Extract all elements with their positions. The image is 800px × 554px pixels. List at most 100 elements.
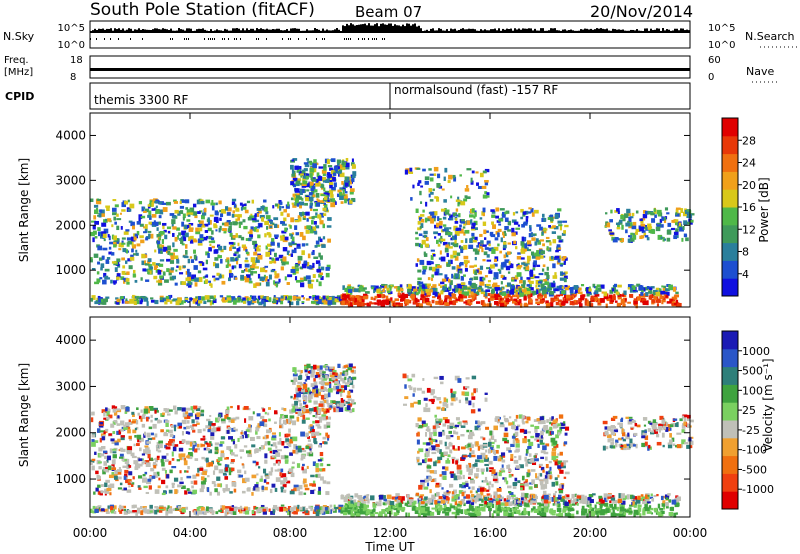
echo-cell <box>110 506 114 511</box>
echo-cell <box>243 445 248 448</box>
echo-cell <box>689 213 695 216</box>
nsky-bar <box>596 28 598 33</box>
nsky-bar <box>304 30 306 33</box>
nsky-bar <box>432 28 434 33</box>
echo-cell <box>491 211 496 214</box>
nsky-bar <box>104 29 106 33</box>
echo-cell <box>216 427 221 432</box>
echo-cell <box>523 292 527 298</box>
echo-cell <box>498 300 502 305</box>
echo-cell <box>154 433 158 438</box>
echo-cell <box>111 224 114 228</box>
nsky-bar <box>406 23 408 33</box>
echo-cell <box>428 168 432 171</box>
echo-cell <box>274 270 277 276</box>
nsky-bar <box>290 28 292 33</box>
echo-cell <box>238 223 241 229</box>
echo-cell <box>259 295 264 299</box>
nsky-bar <box>138 28 140 33</box>
echo-cell <box>241 244 246 249</box>
echo-cell <box>131 455 137 459</box>
echo-cell <box>321 184 325 189</box>
nsky-bar <box>124 30 126 33</box>
nsky-bar <box>682 28 684 33</box>
echo-cell <box>288 428 291 433</box>
echo-cell <box>134 435 137 438</box>
echo-cell <box>325 408 330 413</box>
echo-cell <box>90 231 95 237</box>
echo-cell <box>619 296 622 300</box>
nsky-bar <box>388 23 390 33</box>
echo-cell <box>90 257 93 260</box>
echo-cell <box>482 221 487 226</box>
echo-cell <box>519 279 523 284</box>
echo-cell <box>682 225 685 230</box>
echo-cell <box>639 218 643 222</box>
echo-cell <box>183 426 187 430</box>
echo-cell <box>440 238 446 242</box>
echo-cell <box>399 284 403 288</box>
echo-cell <box>171 299 175 302</box>
echo-cell <box>298 399 302 403</box>
nsearch-dot <box>104 38 105 40</box>
echo-cell <box>265 215 271 220</box>
echo-cell <box>210 436 215 440</box>
echo-cell <box>137 485 141 488</box>
echo-cell <box>385 301 389 306</box>
echo-cell <box>315 511 320 517</box>
echo-cell <box>517 252 521 255</box>
echo-cell <box>328 378 334 382</box>
echo-cell <box>293 367 297 373</box>
nsearch-dot <box>234 38 235 40</box>
echo-cell <box>347 303 351 308</box>
echo-cell <box>194 277 199 282</box>
echo-cell <box>649 294 652 299</box>
echo-cell <box>208 235 213 240</box>
echo-cell <box>264 220 270 226</box>
nsky-bar <box>224 28 226 33</box>
echo-cell <box>351 175 356 179</box>
echo-cell <box>198 505 202 509</box>
echo-cell <box>339 164 343 169</box>
echo-cell <box>226 257 230 262</box>
echo-cell <box>442 229 447 232</box>
nsky-bar <box>446 29 448 33</box>
echo-cell <box>528 298 533 302</box>
echo-cell <box>210 432 215 437</box>
echo-cell <box>422 296 426 301</box>
echo-cell <box>564 224 569 228</box>
echo-cell <box>111 467 117 471</box>
echo-cell <box>291 489 294 493</box>
echo-cell <box>524 263 528 267</box>
echo-cell <box>172 226 177 230</box>
echo-cell <box>152 423 157 429</box>
echo-cell <box>329 189 334 195</box>
echo-cell <box>232 246 236 249</box>
echo-cell <box>289 299 292 302</box>
echo-cell <box>204 275 209 278</box>
echo-cell <box>267 447 272 451</box>
echo-cell <box>650 496 654 500</box>
echo-cell <box>114 406 118 409</box>
echo-cell <box>172 405 177 410</box>
echo-cell <box>169 509 173 513</box>
echo-cell <box>624 299 627 303</box>
echo-cell <box>160 250 163 254</box>
echo-cell <box>360 289 366 292</box>
echo-cell <box>287 201 290 207</box>
echo-cell <box>418 286 424 290</box>
echo-cell <box>226 297 232 301</box>
echo-cell <box>113 280 116 285</box>
echo-cell <box>268 407 271 410</box>
echo-cell <box>267 412 270 416</box>
echo-cell <box>163 431 168 436</box>
nsky-bar <box>550 28 552 33</box>
echo-cell <box>133 460 139 465</box>
echo-cell <box>627 301 631 304</box>
echo-cell <box>555 301 559 306</box>
echo-cell <box>586 301 590 307</box>
echo-cell <box>309 450 313 454</box>
echo-cell <box>174 236 178 242</box>
echo-cell <box>313 220 317 225</box>
echo-cell <box>217 457 223 462</box>
